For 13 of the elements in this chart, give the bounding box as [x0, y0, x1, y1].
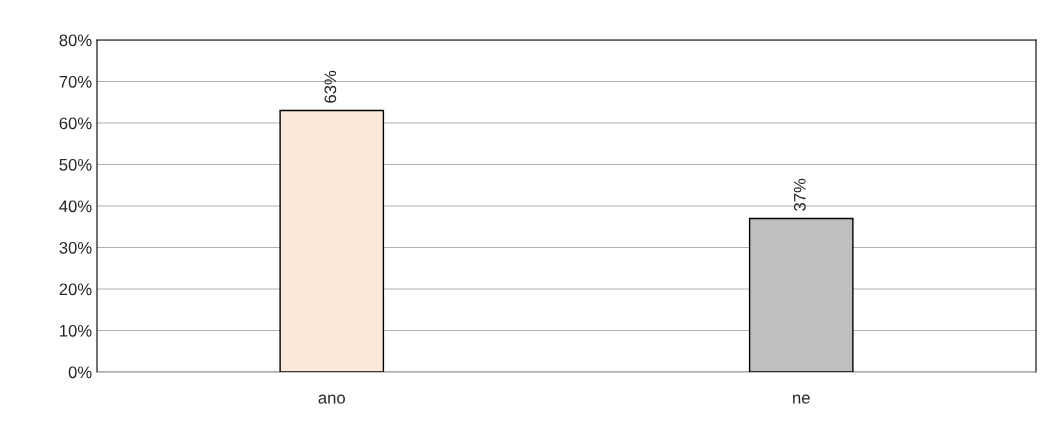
y-tick-label: 80% — [59, 34, 92, 47]
data-label: 37% — [793, 178, 806, 211]
y-tick-label: 0% — [68, 366, 92, 379]
data-label: 63% — [324, 70, 337, 103]
y-tick-label: 50% — [59, 158, 92, 171]
y-tick-label: 10% — [60, 324, 92, 337]
y-tick-label: 30% — [59, 241, 92, 254]
y-tick-label: 40% — [59, 200, 92, 213]
y-tick-label: 60% — [59, 117, 92, 130]
y-tick-label: 70% — [59, 75, 92, 88]
y-tick-label: 20% — [59, 283, 92, 296]
x-tick-label: ne — [793, 394, 810, 404]
x-tick-label: ano — [318, 394, 345, 404]
